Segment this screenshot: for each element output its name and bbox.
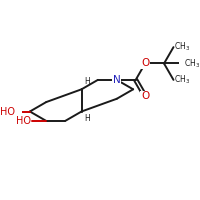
Text: H: H <box>84 77 90 86</box>
Text: CH$_3$: CH$_3$ <box>174 41 191 53</box>
Text: H: H <box>84 114 90 123</box>
Text: HO: HO <box>0 107 15 117</box>
Text: O: O <box>141 58 149 68</box>
Text: N: N <box>113 75 121 85</box>
Text: O: O <box>141 91 149 101</box>
Text: CH$_3$: CH$_3$ <box>174 74 191 86</box>
Text: HO: HO <box>16 116 31 126</box>
Text: CH$_3$: CH$_3$ <box>184 57 200 70</box>
